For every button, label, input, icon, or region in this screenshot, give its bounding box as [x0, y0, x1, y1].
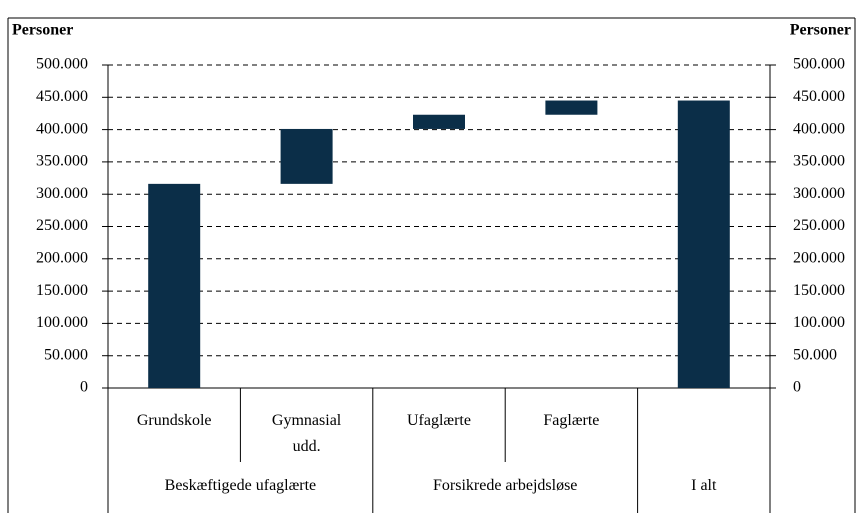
bar	[413, 114, 465, 129]
y2-tick-label: 450.000	[793, 88, 845, 105]
category-label: Ufaglærte	[407, 412, 471, 429]
y2-tick-label: 350.000	[793, 153, 845, 170]
category-label: Faglærte	[543, 412, 600, 429]
y2-tick-label: 100.000	[793, 314, 845, 331]
category-label: Gymnasial udd.	[271, 412, 342, 455]
y2-tick-label: 50.000	[793, 346, 837, 363]
y-tick-label: 50.000	[44, 346, 88, 363]
y-tick-label: 250.000	[36, 217, 88, 234]
y2-tick-label: 300.000	[793, 185, 845, 202]
bar	[545, 100, 598, 115]
y2-tick-label: 0	[793, 379, 801, 396]
y2-tick-label: 250.000	[793, 217, 845, 234]
y2-axis-label: Personer	[790, 22, 851, 39]
y-tick-label: 150.000	[36, 282, 88, 299]
bar	[677, 100, 730, 388]
y-tick-label: 350.000	[36, 153, 88, 170]
group-label: Forsikrede arbejdsløse	[432, 477, 578, 494]
y2-tick-label: 150.000	[793, 282, 845, 299]
y-tick-label: 200.000	[36, 249, 88, 266]
y-axis-label: Personer	[12, 22, 73, 39]
y-tick-label: 100.000	[36, 314, 88, 331]
group-label: I alt	[691, 477, 717, 494]
y-tick-label: 400.000	[36, 120, 88, 137]
y-tick-label: 300.000	[36, 185, 88, 202]
bar	[280, 128, 333, 184]
y-tick-label: 0	[80, 379, 88, 396]
y2-tick-label: 400.000	[793, 120, 845, 137]
y2-tick-label: 500.000	[793, 56, 845, 73]
category-label: Grundskole	[136, 412, 212, 429]
group-label: Beskæftigede ufaglærte	[164, 477, 317, 494]
y2-tick-label: 200.000	[793, 249, 845, 266]
bar	[148, 183, 201, 388]
y-tick-label: 450.000	[36, 88, 88, 105]
y-tick-label: 500.000	[36, 56, 88, 73]
